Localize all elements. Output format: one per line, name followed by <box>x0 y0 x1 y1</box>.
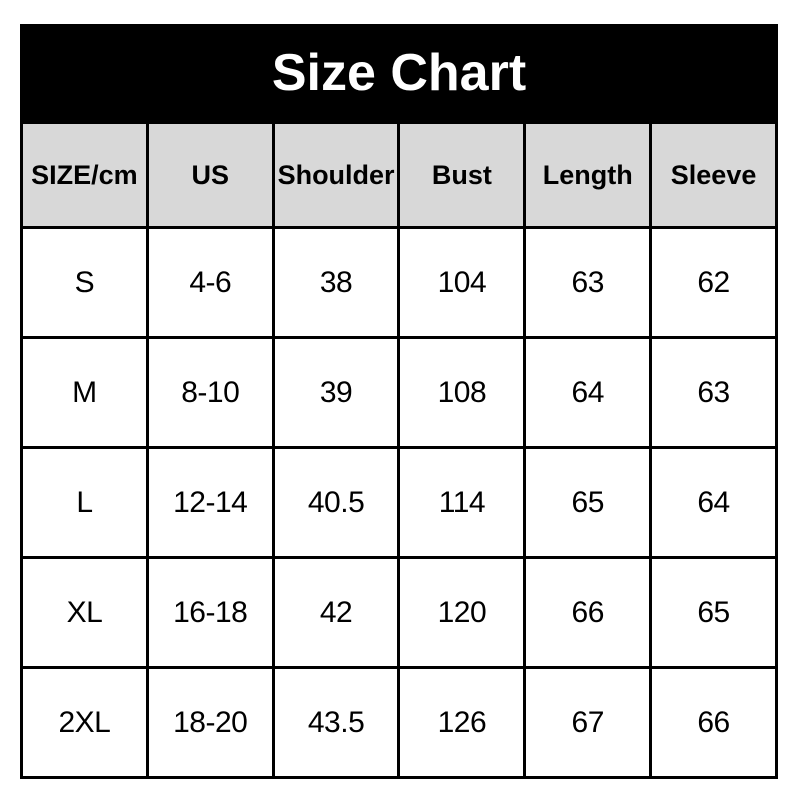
size-cell: L <box>20 446 149 559</box>
column-header-us: US <box>145 121 275 229</box>
table-row-l: L 12-14 40.5 114 65 64 <box>20 446 778 559</box>
size-cell: XL <box>20 556 149 669</box>
bust-cell: 120 <box>397 556 527 669</box>
size-table: SIZE/cm US Shoulder Bust Length Sleeve S… <box>20 121 778 779</box>
column-header-size: SIZE/cm <box>20 121 149 229</box>
table-header-row: SIZE/cm US Shoulder Bust Length Sleeve <box>20 121 778 229</box>
table-row-s: S 4-6 38 104 63 62 <box>20 226 778 339</box>
us-cell: 8-10 <box>145 336 275 449</box>
size-cell: M <box>20 336 149 449</box>
table-row-2xl: 2XL 18-20 43.5 126 67 66 <box>20 666 778 779</box>
bust-cell: 126 <box>397 666 527 779</box>
shoulder-cell: 42 <box>271 556 401 669</box>
length-cell: 63 <box>523 226 653 339</box>
sleeve-cell: 63 <box>649 336 778 449</box>
bust-cell: 108 <box>397 336 527 449</box>
column-header-sleeve: Sleeve <box>649 121 778 229</box>
us-cell: 18-20 <box>145 666 275 779</box>
length-cell: 66 <box>523 556 653 669</box>
column-header-shoulder: Shoulder <box>271 121 401 229</box>
size-cell: S <box>20 226 149 339</box>
title-banner: Size Chart <box>20 24 778 121</box>
size-cell: 2XL <box>20 666 149 779</box>
length-cell: 65 <box>523 446 653 559</box>
length-cell: 67 <box>523 666 653 779</box>
table-row-xl: XL 16-18 42 120 66 65 <box>20 556 778 669</box>
bust-cell: 114 <box>397 446 527 559</box>
shoulder-cell: 38 <box>271 226 401 339</box>
us-cell: 4-6 <box>145 226 275 339</box>
table-row-m: M 8-10 39 108 64 63 <box>20 336 778 449</box>
us-cell: 16-18 <box>145 556 275 669</box>
sleeve-cell: 66 <box>649 666 778 779</box>
sleeve-cell: 62 <box>649 226 778 339</box>
shoulder-cell: 43.5 <box>271 666 401 779</box>
shoulder-cell: 40.5 <box>271 446 401 559</box>
page-title: Size Chart <box>271 43 527 102</box>
shoulder-cell: 39 <box>271 336 401 449</box>
length-cell: 64 <box>523 336 653 449</box>
bust-cell: 104 <box>397 226 527 339</box>
us-cell: 12-14 <box>145 446 275 559</box>
column-header-bust: Bust <box>397 121 527 229</box>
sleeve-cell: 64 <box>649 446 778 559</box>
column-header-length: Length <box>523 121 653 229</box>
sleeve-cell: 65 <box>649 556 778 669</box>
